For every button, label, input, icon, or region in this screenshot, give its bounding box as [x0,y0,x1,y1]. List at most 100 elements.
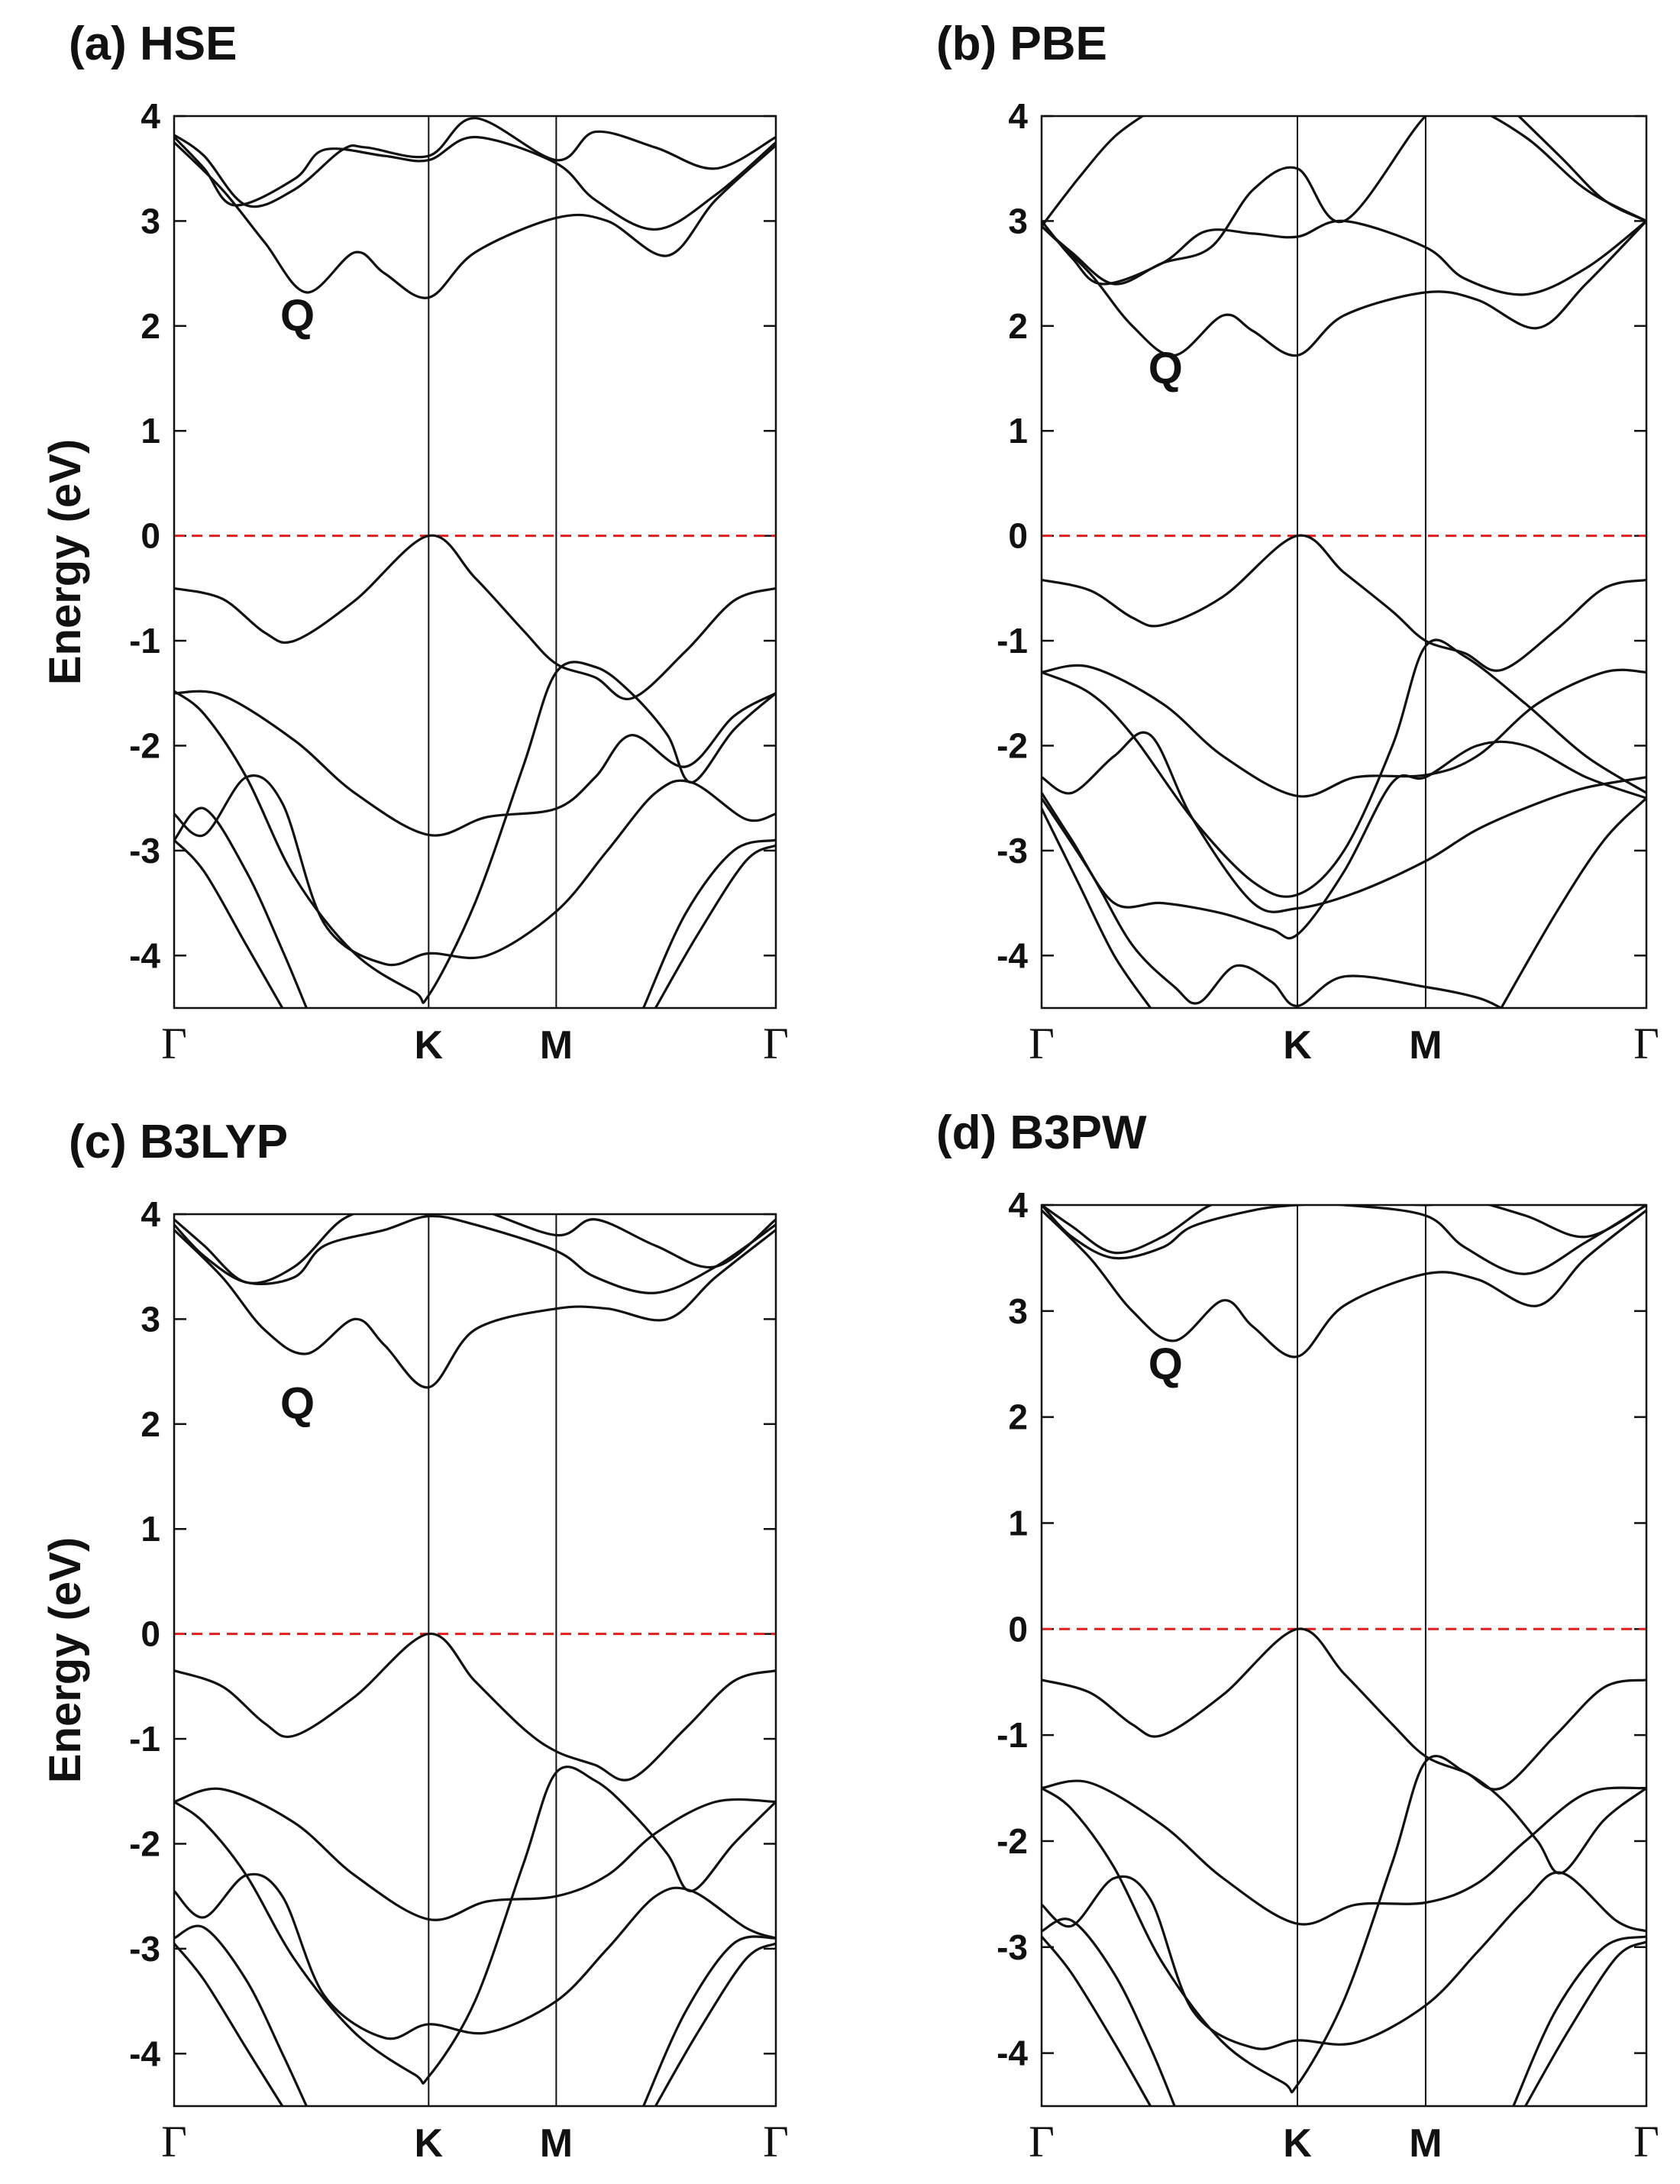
band-valence-5 [174,1924,308,2106]
band-valence-2 [1042,1779,1646,1926]
y-axis-title: Energy (eV) [40,439,90,685]
y-tick-label: -3 [129,831,160,871]
kpoint-label-1: K [415,1023,444,1068]
y-axis-title: Energy (eV) [40,1537,90,1783]
q-valley-label: Q [280,1378,315,1428]
q-valley-label: Q [1149,344,1183,393]
y-tick-label: 2 [1008,1397,1028,1437]
y-tick-label: 0 [141,516,160,556]
band-conduction-5 [1517,116,1646,222]
y-tick-label: 1 [1008,1503,1028,1543]
plot-frame [173,1213,777,2108]
band-valence-6 [174,838,284,1008]
band-lines [174,117,776,1008]
y-tick-label: 4 [141,1194,160,1234]
band-conduction-1 [1042,1209,1646,1359]
panel-title: (d) B3PW [936,1107,1147,1159]
kpoint-label-0: Γ [1029,2117,1055,2166]
band-conduction-3 [1042,1205,1646,1255]
y-tick-label: 1 [1008,411,1028,451]
band-valence-8 [654,844,776,1008]
band-valence-3 [1042,1755,1646,2094]
y-tick-label: -1 [997,621,1028,661]
panel-title: (c) B3LYP [69,1116,288,1168]
band-valence-4 [174,1872,776,2040]
band-valence-7 [1512,1935,1646,2106]
band-valence-1 [174,1632,776,1782]
band-panel-4: (d) B3PW Γ K M Γ 4 3 2 1 0 -1 -2 -3 -4 Q [936,1107,1659,2166]
y-tick-label: -4 [997,2034,1028,2073]
kpoint-label-1: K [1283,1023,1312,1068]
band-valence-7 [1042,807,1152,1008]
band-conduction-3 [1042,116,1646,286]
band-valence-2 [174,690,776,837]
y-tick-label: -2 [129,1824,160,1863]
y-tick-label: -3 [997,1927,1028,1967]
band-valence-7 [642,838,776,1008]
y-tick-label: 3 [141,1299,160,1339]
y-tick-label: 3 [1008,201,1028,241]
kpoint-label-3: Γ [1633,2117,1659,2166]
band-panel-3: (c) B3LYP Energy (eV) Γ K M Γ 4 3 2 1 0 -1 -2 -3 -4 Q [40,1116,789,2166]
y-tick-label: 0 [141,1614,160,1654]
kpoint-label-1: K [1283,2121,1312,2166]
kpoint-label-0: Γ [161,1019,187,1068]
plot-frame [1040,115,1648,1010]
panel-title: (a) HSE [69,18,237,70]
y-tick-label: -4 [997,935,1028,975]
y-tick-label: 1 [141,1509,160,1549]
y-tick-label: 0 [1008,516,1028,556]
band-valence-3 [174,1766,776,2085]
y-tick-label: 0 [1008,1609,1028,1649]
y-tick-label: -2 [129,725,160,765]
band-valence-5 [1042,1917,1176,2106]
band-panel-1: (a) HSE Energy (eV) Γ K M Γ 4 3 2 1 0 -1 -2 -3 -4 Q [40,18,789,1068]
kpoint-label-2: M [1409,2121,1442,2166]
band-valence-2 [1042,664,1646,798]
plot-frame [173,115,777,1010]
band-valence-4 [174,774,776,967]
band-conduction-3 [174,1214,776,1284]
plot-frame [1040,1203,1648,2108]
band-conduction-3 [174,117,776,208]
y-tick-label: -2 [997,725,1028,765]
y-tick-label: -4 [129,2034,160,2073]
y-tick-label: -2 [997,1821,1028,1861]
band-valence-1 [1042,534,1646,672]
band-conduction-2 [1042,1205,1646,1275]
band-valence-6 [174,1942,284,2106]
band-valence-3 [174,661,776,1004]
band-valence-8 [1500,796,1646,1008]
band-lines [1042,116,1646,1008]
band-valence-6 [1042,1935,1152,2106]
y-tick-label: -3 [997,831,1028,871]
band-lines [174,1214,776,2106]
band-valence-3 [1042,638,1646,898]
q-valley-label: Q [280,291,315,341]
band-conduction-1 [174,1229,776,1389]
band-valence-5 [174,806,308,1008]
y-tick-label: 4 [1008,1185,1028,1225]
band-conduction-4 [1042,116,1145,228]
kpoint-label-2: M [540,2121,573,2166]
y-tick-label: 2 [1008,306,1028,346]
band-valence-4 [1042,1871,1646,2050]
band-panel-2: (b) PBE Γ K M Γ 4 3 2 1 0 -1 -2 -3 -4 Q [936,18,1659,1068]
kpoint-label-0: Γ [1029,1019,1055,1068]
kpoint-label-2: M [540,1023,573,1068]
y-tick-label: 2 [141,306,160,346]
y-tick-label: -3 [129,1929,160,1969]
band-valence-6 [1042,796,1503,1008]
kpoint-label-2: M [1409,1023,1442,1068]
y-tick-label: 3 [1008,1291,1028,1331]
q-valley-label: Q [1149,1339,1183,1389]
panel-title: (b) PBE [936,18,1107,70]
band-conduction-1 [174,141,776,299]
y-tick-label: -1 [129,621,160,661]
y-tick-label: 4 [1008,96,1028,136]
band-valence-1 [174,534,776,701]
y-tick-label: -4 [129,935,160,975]
y-tick-label: -1 [129,1719,160,1759]
band-valence-2 [174,1787,776,1921]
